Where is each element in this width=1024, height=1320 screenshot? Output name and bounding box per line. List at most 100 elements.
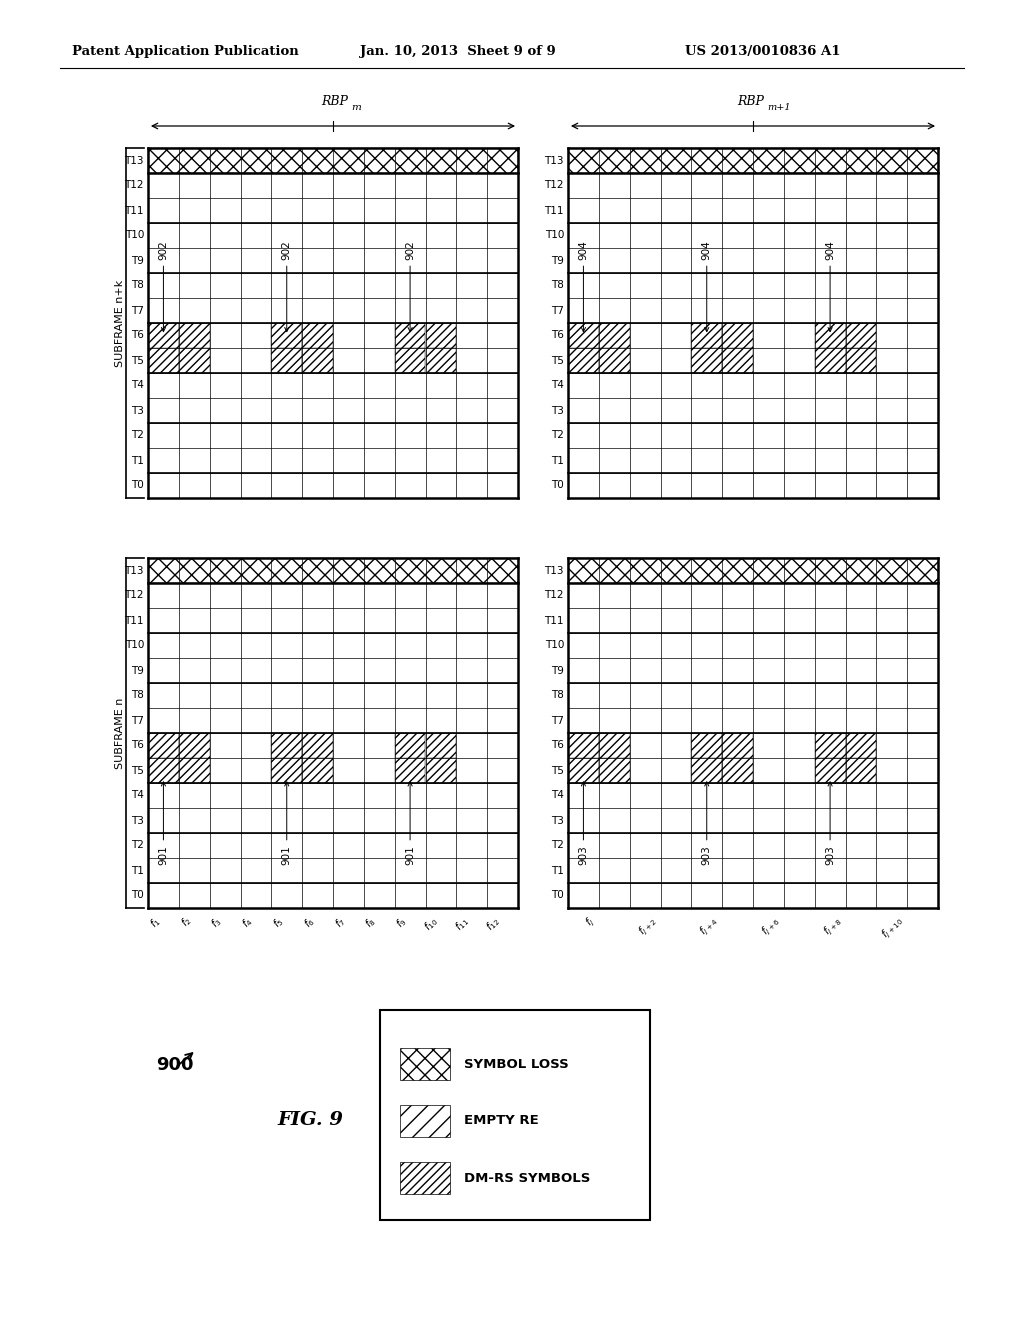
Bar <box>722 323 753 348</box>
Bar <box>271 733 302 758</box>
Bar <box>271 758 302 783</box>
Bar <box>179 323 210 348</box>
Text: T6: T6 <box>551 330 564 341</box>
Text: 903: 903 <box>825 781 836 865</box>
Text: EMPTY RE: EMPTY RE <box>464 1114 539 1127</box>
Text: $f_{10}$: $f_{10}$ <box>421 913 441 935</box>
Text: $f_{j+8}$: $f_{j+8}$ <box>820 913 846 939</box>
Text: T4: T4 <box>131 380 144 391</box>
Text: T3: T3 <box>551 816 564 825</box>
Bar <box>568 758 599 783</box>
Text: T0: T0 <box>131 891 144 900</box>
Text: T0: T0 <box>551 480 564 491</box>
Text: T8: T8 <box>131 690 144 701</box>
Bar <box>568 558 938 583</box>
Bar <box>568 348 599 374</box>
Bar <box>400 1048 450 1080</box>
Bar <box>394 758 426 783</box>
Text: 901: 901 <box>159 781 168 865</box>
Bar <box>846 733 877 758</box>
Text: T7: T7 <box>131 305 144 315</box>
Text: T12: T12 <box>125 181 144 190</box>
Text: $f_{12}$: $f_{12}$ <box>483 913 503 933</box>
Bar <box>148 758 179 783</box>
Text: $f_9$: $f_9$ <box>393 913 410 931</box>
Text: T3: T3 <box>551 405 564 416</box>
Bar <box>722 758 753 783</box>
Text: T8: T8 <box>551 281 564 290</box>
Text: T1: T1 <box>551 455 564 466</box>
Text: T4: T4 <box>551 380 564 391</box>
Bar <box>394 348 426 374</box>
Text: RBP: RBP <box>737 95 765 108</box>
Text: T1: T1 <box>131 866 144 875</box>
Text: T11: T11 <box>125 615 144 626</box>
Text: T9: T9 <box>131 665 144 676</box>
Text: T2: T2 <box>131 841 144 850</box>
Text: 904: 904 <box>579 240 589 331</box>
Bar <box>148 733 179 758</box>
Bar <box>179 733 210 758</box>
Text: Patent Application Publication: Patent Application Publication <box>72 45 299 58</box>
Text: T13: T13 <box>545 156 564 165</box>
Bar <box>426 733 457 758</box>
Text: T5: T5 <box>551 766 564 776</box>
Bar <box>846 348 877 374</box>
Bar <box>426 758 457 783</box>
Text: T6: T6 <box>551 741 564 751</box>
Bar <box>691 348 722 374</box>
Text: T4: T4 <box>551 791 564 800</box>
Text: RBP: RBP <box>322 95 348 108</box>
Text: T2: T2 <box>131 430 144 441</box>
Bar <box>400 1105 450 1137</box>
Bar <box>394 733 426 758</box>
Text: US 2013/0010836 A1: US 2013/0010836 A1 <box>685 45 841 58</box>
Text: T2: T2 <box>551 841 564 850</box>
Text: SYMBOL LOSS: SYMBOL LOSS <box>464 1057 568 1071</box>
Text: T6: T6 <box>131 741 144 751</box>
Bar <box>691 733 722 758</box>
Text: T10: T10 <box>125 640 144 651</box>
Text: T4: T4 <box>131 791 144 800</box>
Text: $f_{11}$: $f_{11}$ <box>452 913 472 933</box>
Text: Jan. 10, 2013  Sheet 9 of 9: Jan. 10, 2013 Sheet 9 of 9 <box>360 45 556 58</box>
Text: T5: T5 <box>551 355 564 366</box>
Text: T8: T8 <box>551 690 564 701</box>
Bar <box>691 323 722 348</box>
Bar <box>148 558 518 908</box>
Text: T12: T12 <box>545 590 564 601</box>
Text: SUBFRAME n: SUBFRAME n <box>115 697 125 768</box>
Text: $f_5$: $f_5$ <box>270 913 287 931</box>
Text: $f_1$: $f_1$ <box>146 913 164 931</box>
Bar <box>691 758 722 783</box>
Text: SUBFRAME n+k: SUBFRAME n+k <box>115 280 125 367</box>
Text: 902: 902 <box>282 240 292 331</box>
Text: T10: T10 <box>125 231 144 240</box>
Bar <box>568 148 938 173</box>
Text: T13: T13 <box>125 565 144 576</box>
Text: T3: T3 <box>131 405 144 416</box>
Bar <box>568 558 938 908</box>
Bar <box>148 558 518 583</box>
Text: $f_j$: $f_j$ <box>584 913 599 929</box>
Text: $f_{j+4}$: $f_{j+4}$ <box>697 913 722 939</box>
Text: DM-RS SYMBOLS: DM-RS SYMBOLS <box>464 1172 591 1184</box>
Text: T0: T0 <box>131 480 144 491</box>
Text: T5: T5 <box>131 355 144 366</box>
Text: T10: T10 <box>545 231 564 240</box>
Text: T10: T10 <box>545 640 564 651</box>
Text: 902: 902 <box>406 240 415 331</box>
Bar <box>400 1048 450 1080</box>
Text: T13: T13 <box>125 156 144 165</box>
Bar <box>722 733 753 758</box>
Bar <box>394 323 426 348</box>
Text: $f_{j+2}$: $f_{j+2}$ <box>636 913 660 939</box>
Text: T11: T11 <box>545 615 564 626</box>
Bar <box>271 348 302 374</box>
Bar <box>815 348 846 374</box>
Text: $f_{j+10}$: $f_{j+10}$ <box>879 913 907 942</box>
Bar <box>302 348 333 374</box>
Bar <box>148 323 179 348</box>
Text: m+1: m+1 <box>767 103 791 112</box>
Text: T13: T13 <box>545 565 564 576</box>
